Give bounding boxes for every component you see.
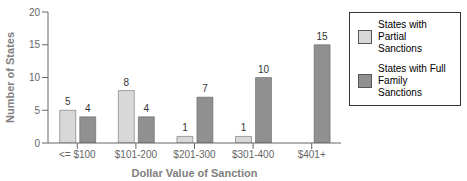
svg-text:1: 1 [182, 122, 188, 133]
svg-text:4: 4 [85, 103, 91, 114]
svg-text:10: 10 [29, 72, 41, 83]
svg-text:<= $100: <= $100 [59, 149, 96, 160]
svg-text:7: 7 [202, 83, 208, 94]
svg-text:$201-300: $201-300 [173, 149, 216, 160]
svg-text:15: 15 [317, 31, 329, 42]
svg-text:15: 15 [29, 39, 41, 50]
svg-text:$401+: $401+ [298, 149, 326, 160]
svg-text:20: 20 [29, 7, 41, 18]
svg-text:$301-400: $301-400 [232, 149, 275, 160]
svg-text:5: 5 [65, 96, 71, 107]
svg-text:8: 8 [124, 77, 130, 88]
svg-text:Number of States: Number of States [8, 32, 16, 123]
svg-text:4: 4 [144, 103, 150, 114]
html-text:Family Sanctions: Family Sanctions [378, 75, 422, 98]
html-text:Sanctions: Sanctions [378, 43, 422, 54]
svg-text:$101-200: $101-200 [115, 149, 158, 160]
svg-text:Dollar Value of Sanction: Dollar Value of Sanction [132, 167, 258, 179]
svg-text:10: 10 [258, 64, 270, 75]
html-text:States with Full: States with Full [378, 63, 446, 74]
svg-text:5: 5 [34, 105, 40, 116]
svg-text:0: 0 [34, 138, 40, 149]
html-text:States with Partial: States with Partial [378, 19, 427, 42]
svg-text:1: 1 [241, 122, 247, 133]
